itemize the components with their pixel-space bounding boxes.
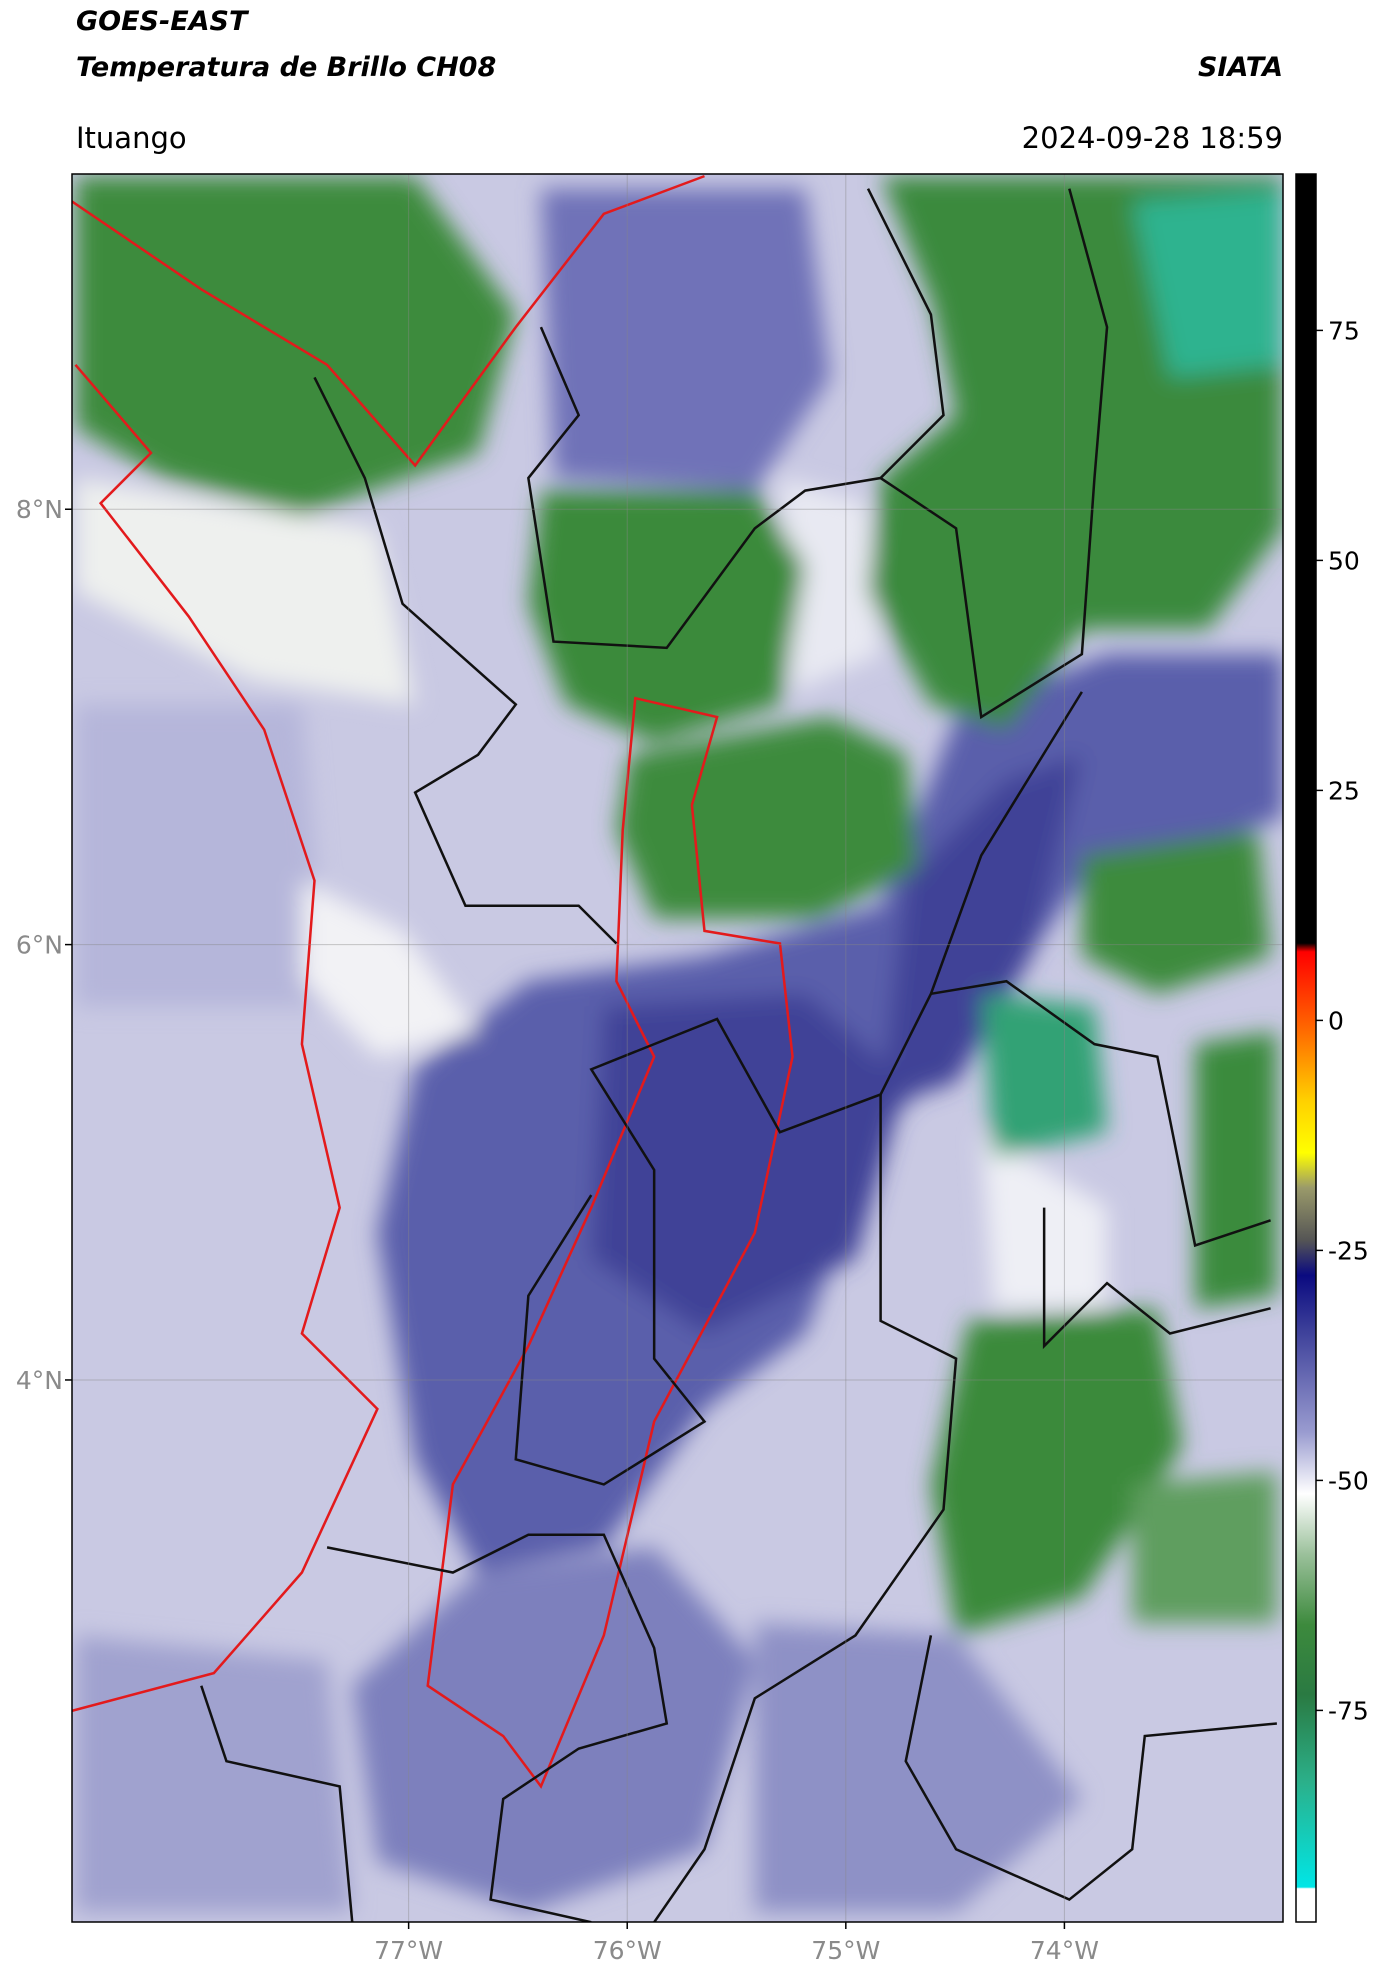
timestamp: 2024-09-28 18:59 <box>1022 121 1283 155</box>
colorbar <box>1295 173 1317 1923</box>
map-frame <box>71 173 1284 1923</box>
title: GOES-EAST <box>76 6 250 37</box>
satellite-image <box>72 174 1283 1922</box>
colorbar-label: -75 <box>1328 1696 1369 1725</box>
colorbar-label: -25 <box>1328 1236 1369 1265</box>
lon-label: 75°W <box>811 1936 880 1965</box>
lon-label: 74°W <box>1030 1936 1099 1965</box>
colorbar-label: 25 <box>1328 776 1360 805</box>
lat-label: 8°N <box>16 495 63 524</box>
subtitle: Temperatura de Brillo CH08 <box>76 52 496 83</box>
colorbar-label: 0 <box>1328 1006 1344 1035</box>
lat-label: 6°N <box>16 931 63 960</box>
lat-label: 4°N <box>16 1366 63 1395</box>
lon-label: 76°W <box>593 1936 662 1965</box>
lon-label: 77°W <box>374 1936 443 1965</box>
location: Ituango <box>76 121 187 155</box>
source: SIATA <box>1198 52 1283 83</box>
colorbar-label: 75 <box>1328 316 1360 345</box>
colorbar-label: -50 <box>1328 1466 1369 1495</box>
colorbar-label: 50 <box>1328 546 1360 575</box>
